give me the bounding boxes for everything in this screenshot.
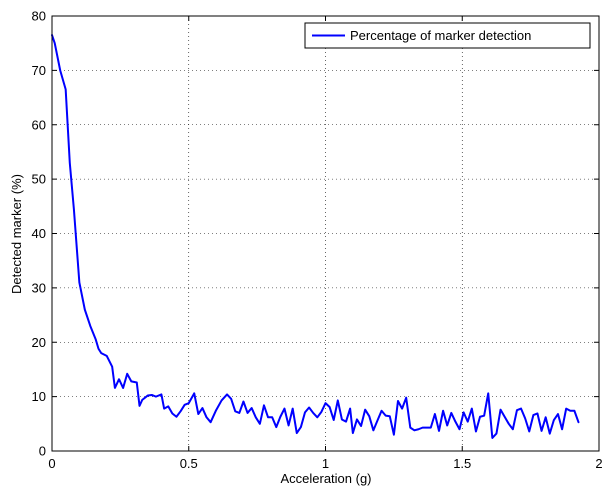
series-line	[51, 34, 580, 439]
y-tick-label: 60	[32, 117, 46, 132]
grid	[52, 16, 599, 451]
y-axis: 0 10 20 30 40 50 60 70 80	[32, 9, 599, 459]
x-tick-label: 1	[322, 456, 329, 471]
legend-box	[304, 22, 591, 49]
x-tick-label: 1.5	[453, 456, 471, 471]
y-axis-label: Detected marker (%)	[9, 174, 24, 294]
x-axis: 0 0.5 1 1.5 2	[48, 16, 603, 471]
x-axis-label: Acceleration (g)	[280, 471, 371, 486]
legend-label: Percentage of marker detection	[350, 28, 531, 43]
y-tick-label: 0	[39, 444, 46, 459]
x-tick-label: 2	[595, 456, 602, 471]
x-tick-label: 0	[48, 456, 55, 471]
x-tick-label: 0.5	[180, 456, 198, 471]
y-tick-label: 50	[32, 172, 46, 187]
y-tick-label: 70	[32, 63, 46, 78]
y-tick-label: 40	[32, 226, 46, 241]
y-tick-label: 30	[32, 280, 46, 295]
legend: Percentage of marker detection	[304, 22, 591, 49]
y-tick-label: 80	[32, 9, 46, 24]
y-tick-label: 10	[32, 389, 46, 404]
data-series	[51, 34, 580, 439]
y-tick-label: 20	[32, 335, 46, 350]
